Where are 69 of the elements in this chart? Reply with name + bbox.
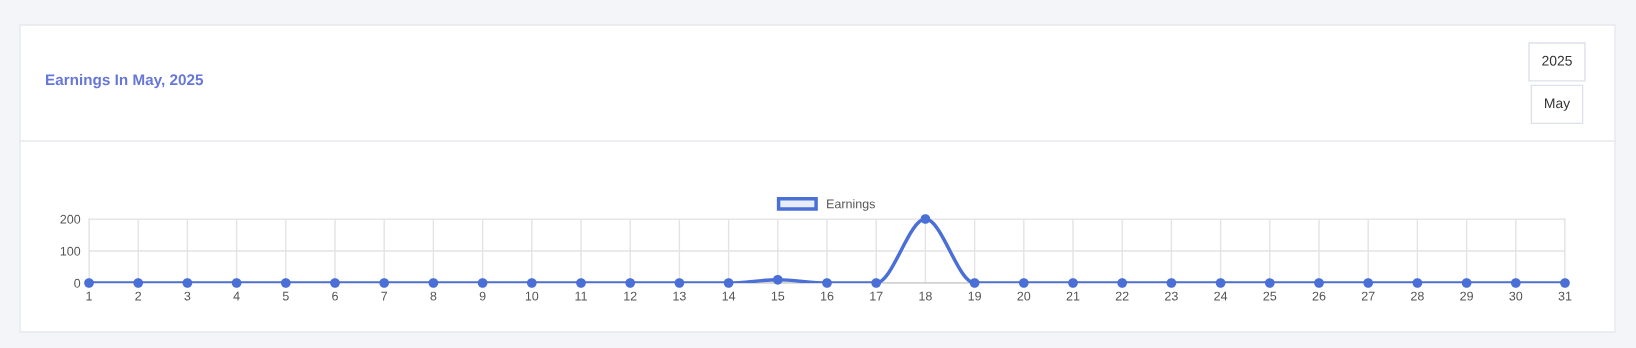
text: 2025 — [1542, 55, 1572, 66]
legend-label: Earnings — [827, 199, 875, 211]
x-tick-label: 22 — [1115, 291, 1129, 301]
text: May — [1545, 98, 1571, 111]
point — [1314, 278, 1324, 288]
point — [920, 214, 931, 224]
point — [133, 278, 144, 288]
chart-title: Earnings In May, 2025 — [46, 73, 204, 89]
point — [625, 278, 636, 288]
x-tick-label: 11 — [575, 291, 587, 301]
x-tick-label: 23 — [1165, 291, 1178, 301]
x-tick-label: 16 — [821, 291, 834, 301]
x-tick-label: 30 — [1509, 291, 1523, 301]
x-tick-label: 10 — [525, 291, 539, 301]
x-tick-label: 12 — [624, 291, 637, 301]
point — [1363, 278, 1374, 288]
x-tick-label: 13 — [673, 291, 686, 301]
x-tick-label: 21 — [1066, 291, 1080, 301]
point — [1166, 278, 1177, 288]
x-tick-label: 14 — [722, 291, 736, 301]
x-tick-label: 27 — [1361, 291, 1375, 301]
x-tick-label: 8 — [430, 291, 437, 301]
point — [182, 278, 193, 288]
point — [674, 278, 685, 288]
point — [280, 278, 291, 288]
point — [576, 278, 586, 288]
x-tick-label: 9 — [479, 291, 486, 301]
point — [1510, 278, 1521, 288]
y-tick-label: 0 — [74, 278, 81, 288]
x-tick-label: 20 — [1017, 291, 1031, 301]
x-tick-label: 7 — [381, 291, 388, 301]
point — [477, 278, 488, 288]
point — [330, 278, 340, 288]
point — [526, 278, 537, 288]
point — [1215, 278, 1226, 288]
point — [231, 278, 242, 288]
x-tick-label: 15 — [771, 291, 785, 301]
x-tick-label: 19 — [968, 291, 981, 301]
x-tick-label: 31 — [1558, 291, 1572, 301]
x-tick-label: 29 — [1460, 291, 1473, 301]
x-tick-label: 6 — [332, 291, 338, 301]
y-tick-label: 200 — [60, 214, 81, 224]
point — [772, 274, 783, 285]
point — [822, 278, 832, 288]
x-tick-label: 17 — [870, 291, 883, 301]
point — [84, 278, 94, 288]
x-tick-label: 26 — [1312, 291, 1326, 301]
y-tick-label: 100 — [60, 246, 81, 256]
point — [1412, 278, 1423, 288]
point — [1068, 278, 1078, 288]
point — [969, 278, 980, 288]
x-tick-label: 3 — [184, 291, 191, 301]
point — [379, 278, 390, 288]
x-tick-label: 5 — [282, 291, 289, 301]
point — [1264, 278, 1275, 288]
x-tick-label: 2 — [135, 291, 142, 301]
x-tick-label: 25 — [1263, 291, 1277, 301]
x-tick-label: 4 — [233, 291, 240, 301]
point — [428, 278, 439, 288]
x-tick-label: 24 — [1214, 291, 1228, 301]
point — [723, 278, 734, 288]
point — [1018, 278, 1029, 288]
x-tick-label: 28 — [1411, 291, 1424, 301]
x-tick-label: 18 — [919, 291, 932, 301]
point — [871, 278, 882, 288]
point — [1461, 278, 1472, 288]
point — [1117, 278, 1128, 288]
point — [1560, 278, 1570, 288]
x-tick-label: 1 — [86, 291, 92, 301]
